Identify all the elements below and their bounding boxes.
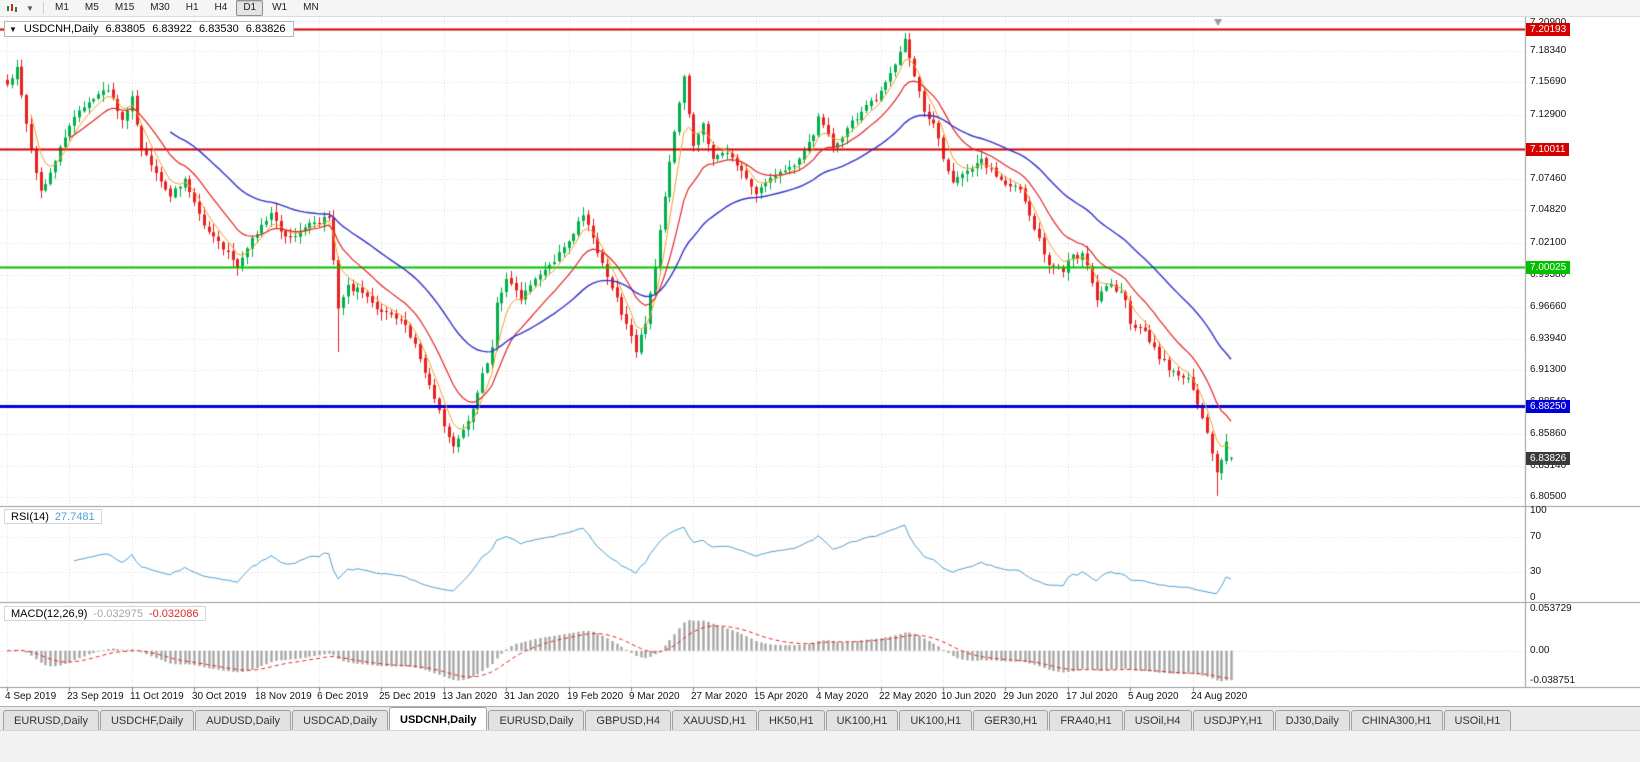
time-axis-label: 11 Oct 2019: [130, 691, 184, 702]
macd-value-signal: -0.032086: [148, 607, 199, 620]
time-axis-label: 29 Jun 2020: [1003, 691, 1059, 702]
time-axis[interactable]: 4 Sep 2019 23 Sep 2019 11 Oct 2019 30 Oct 2…: [0, 689, 1526, 706]
time-axis-label: 4 Sep 2019: [5, 691, 57, 702]
macd-axis-tick: 0.053729: [1530, 603, 1572, 614]
time-axis-label: 17 Jul 2020: [1066, 691, 1118, 702]
price-axis-tick: 6.93940: [1530, 333, 1567, 344]
rsi-name: RSI(14): [11, 510, 49, 523]
time-axis-label: 25 Dec 2019: [379, 691, 436, 702]
rsi-value: 27.7481: [54, 510, 95, 523]
price-axis-tick: 6.99380: [1530, 269, 1567, 280]
chart-title-box[interactable]: ▼ USDCNH,Daily 6.83805 6.83922 6.83530 6…: [4, 21, 294, 37]
price-axis-tick: 6.85860: [1530, 428, 1567, 439]
timeframes-toolbar: ▼ M1 M5 M15 M30 H1 H4 D1 W1 MN: [0, 0, 1640, 17]
timeframe-button-d1[interactable]: D1: [236, 0, 264, 16]
macd-name: MACD(12,26,9): [11, 607, 88, 620]
time-axis-label: 6 Dec 2019: [317, 691, 369, 702]
rsi-indicator-label: RSI(14) 27.7481: [4, 509, 102, 524]
rsi-axis-tick: 70: [1530, 531, 1542, 542]
price-axis-tick: 7.20900: [1530, 17, 1566, 29]
price-axis-tick: 7.04820: [1530, 204, 1567, 215]
chart-tab-uk100-h1[interactable]: UK100,H1: [825, 710, 899, 730]
price-axis-tick: 7.02100: [1530, 237, 1567, 248]
ohlc-open: 6.83805: [105, 23, 146, 35]
chart-area[interactable]: ▼ USDCNH,Daily 6.83805 6.83922 6.83530 6…: [0, 17, 1640, 706]
timeframe-button-m5[interactable]: M5: [84, 2, 99, 13]
chart-tab-fra40-h1[interactable]: FRA40,H1: [1049, 710, 1123, 730]
time-axis-label: 22 May 2020: [879, 691, 937, 702]
macd-axis-tick: -0.038751: [1530, 675, 1576, 686]
chart-tab-xauusd-h1[interactable]: XAUUSD,H1: [671, 710, 757, 730]
timeframe-button-mn[interactable]: MN: [303, 2, 319, 13]
chart-tab-eurusd-daily[interactable]: EURUSD,Daily: [3, 710, 99, 730]
chart-tab-usdchf-daily[interactable]: USDCHF,Daily: [99, 710, 195, 730]
price-axis-tick: 7.15690: [1530, 76, 1567, 87]
time-axis-label: 5 Aug 2020: [1128, 691, 1179, 702]
chart-tab-ger30-h1[interactable]: GER30,H1: [973, 710, 1049, 730]
chart-tab-usdcad-daily[interactable]: USDCAD,Daily: [292, 710, 389, 730]
macd-value-main: -0.032975: [93, 607, 143, 620]
macd-indicator-label: MACD(12,26,9) -0.032975 -0.032086: [4, 606, 206, 621]
time-axis-label: 9 Mar 2020: [629, 691, 680, 702]
price-axis-tick: 6.83140: [1530, 460, 1567, 471]
chart-symbol-timeframe: USDCNH,Daily: [23, 23, 99, 35]
timeframe-button-m15[interactable]: M15: [114, 2, 135, 13]
toolbar-separator: [43, 2, 44, 14]
time-axis-label: 19 Feb 2020: [567, 691, 624, 702]
timeframe-button-group: M1 M5 M15 M30 H1 H4 D1 W1 MN: [48, 0, 326, 16]
time-axis-label: 10 Jun 2020: [941, 691, 997, 702]
current-price-badge: 6.83826: [1526, 452, 1571, 465]
time-axis-label: 18 Nov 2019: [255, 691, 312, 702]
time-axis-label: 13 Jan 2020: [442, 691, 498, 702]
rsi-axis-tick: 0: [1530, 592, 1536, 603]
chart-tab-uk100-h1[interactable]: UK100,H1: [899, 710, 973, 730]
price-axis-tick: 7.18340: [1530, 45, 1567, 56]
time-axis-label: 24 Aug 2020: [1191, 691, 1248, 702]
chart-tab-usdjpy-h1[interactable]: USDJPY,H1: [1192, 710, 1274, 730]
price-axis-tick: 6.96660: [1530, 301, 1567, 312]
price-axis-tick: 6.91300: [1530, 364, 1567, 375]
chart-tab-gbpusd-h4[interactable]: GBPUSD,H4: [585, 710, 671, 730]
time-axis-label: 4 May 2020: [816, 691, 869, 702]
price-axis[interactable]: 7.209007.183407.156907.129007.101407.074…: [1526, 17, 1640, 706]
chart-tab-usdcnh-daily[interactable]: USDCNH,Daily: [389, 707, 488, 730]
chart-tab-audusd-daily[interactable]: AUDUSD,Daily: [195, 710, 292, 730]
chart-tab-china300-h1[interactable]: CHINA300,H1: [1350, 710, 1443, 730]
timeframe-button-h1[interactable]: H1: [185, 2, 199, 13]
dropdown-caret-icon[interactable]: ▼: [26, 3, 34, 13]
ohlc-high: 6.83922: [152, 23, 193, 35]
status-bar: [0, 730, 1640, 762]
timeframe-button-w1[interactable]: W1: [272, 2, 288, 13]
ohlc-close: 6.83826: [245, 23, 286, 35]
time-axis-label: 27 Mar 2020: [691, 691, 748, 702]
time-axis-label: 30 Oct 2019: [192, 691, 247, 702]
price-level-badge: 7.20193: [1526, 23, 1571, 36]
price-level-badge: 6.88250: [1526, 400, 1571, 413]
rsi-axis-tick: 100: [1530, 505, 1547, 516]
timeframe-button-h4[interactable]: H4: [214, 2, 228, 13]
price-axis-tick: 6.80500: [1530, 491, 1567, 502]
price-level-badge: 7.10011: [1526, 143, 1570, 156]
candlestick-chart-icon[interactable]: [3, 1, 21, 16]
price-axis-tick: 7.12900: [1530, 109, 1567, 120]
timeframe-button-m1[interactable]: M1: [55, 2, 69, 13]
price-chart-canvas[interactable]: [0, 17, 1640, 706]
time-axis-label: 31 Jan 2020: [504, 691, 560, 702]
price-level-badge: 7.00025: [1526, 261, 1571, 274]
macd-axis-tick: 0.00: [1530, 645, 1550, 656]
price-axis-tick: 7.07460: [1530, 173, 1567, 184]
timeframe-button-m30[interactable]: M30: [150, 2, 170, 13]
chart-tab-usoil-h4[interactable]: USOil,H4: [1123, 710, 1192, 730]
rsi-axis-tick: 30: [1530, 566, 1542, 577]
chart-tabs-bar: EURUSD,Daily USDCHF,Daily AUDUSD,Daily USDC…: [0, 706, 1640, 730]
time-axis-label: 23 Sep 2019: [67, 691, 124, 702]
chart-tab-usoil-h1[interactable]: USOil,H1: [1443, 710, 1512, 730]
time-axis-label: 15 Apr 2020: [754, 691, 808, 702]
chart-tab-eurusd-daily[interactable]: EURUSD,Daily: [488, 710, 585, 730]
chart-menu-icon[interactable]: ▼: [9, 24, 17, 34]
ohlc-low: 6.83530: [199, 23, 239, 35]
chart-tab-dj30-daily[interactable]: DJ30,Daily: [1274, 710, 1350, 730]
chart-tab-hk50-h1[interactable]: HK50,H1: [757, 710, 825, 730]
